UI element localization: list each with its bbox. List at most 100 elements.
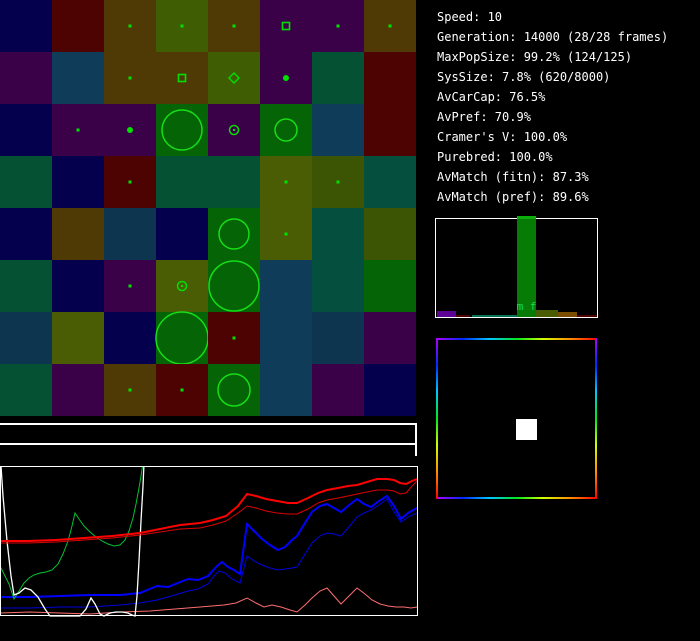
hue-border-right — [595, 338, 597, 499]
agent-ring-dot — [181, 285, 183, 287]
hue-phase-square — [436, 338, 597, 499]
chart-series-salmon — [0, 587, 418, 615]
stat-line: SysSize: 7.8% (620/8000) — [437, 70, 611, 84]
grid-cell — [0, 0, 52, 52]
agent-square-marker — [177, 73, 187, 83]
histogram-bar — [577, 315, 597, 317]
progress-track-bottom — [0, 443, 417, 445]
grid-cell — [52, 156, 104, 208]
histogram-bar — [437, 311, 456, 317]
stat-line: MaxPopSize: 99.2% (124/125) — [437, 50, 633, 64]
agent-dot — [128, 180, 132, 184]
grid-cell — [0, 364, 52, 416]
grid-cell — [260, 104, 312, 156]
agent-dot — [128, 24, 132, 28]
agent-dot-large — [127, 127, 133, 133]
grid-cell — [312, 52, 364, 104]
agent-dot — [388, 24, 392, 28]
agent-dot — [128, 76, 132, 80]
population-circle — [217, 373, 251, 407]
chart-series-green — [0, 466, 144, 601]
agent-ring-dot — [233, 129, 235, 131]
grid-cell — [260, 364, 312, 416]
grid-cell — [0, 52, 52, 104]
stat-line: AvMatch (pref): 89.6% — [437, 190, 589, 204]
grid-cell — [364, 156, 416, 208]
grid-cell — [0, 312, 52, 364]
agent-dot — [284, 180, 288, 184]
agent-diamond-marker — [228, 72, 240, 84]
stat-line: Cramer's V: 100.0% — [437, 130, 568, 144]
stats-panel: Speed: 10 Generation: 14000 (28/28 frames… — [437, 7, 668, 207]
grid-cell — [52, 312, 104, 364]
grid-cell — [260, 0, 312, 52]
grid-cell — [52, 364, 104, 416]
grid-cell — [364, 312, 416, 364]
hue-border-top — [436, 338, 597, 340]
grid-cell — [312, 260, 364, 312]
hue-border-bottom — [436, 497, 597, 499]
agent-marker — [516, 419, 537, 440]
stat-line: AvMatch (fitn): 87.3% — [437, 170, 589, 184]
grid-cell — [156, 52, 208, 104]
grid-cell — [156, 104, 208, 156]
histogram-bar — [456, 315, 470, 317]
histogram-bar — [472, 315, 520, 317]
agent-dot — [284, 232, 288, 236]
agent-ring-marker — [176, 280, 188, 292]
grid-cell — [364, 52, 416, 104]
hue-histogram: m f — [435, 216, 598, 318]
stat-line: AvPref: 70.9% — [437, 110, 531, 124]
agent-dot — [232, 336, 236, 340]
chart-series-white — [0, 466, 145, 617]
grid-cell — [104, 208, 156, 260]
agent-dot — [76, 128, 80, 132]
grid-cell — [208, 52, 260, 104]
grid-cell — [0, 260, 52, 312]
stat-line: Purebred: 100.0% — [437, 150, 553, 164]
agent-dot — [180, 24, 184, 28]
grid-cell — [104, 312, 156, 364]
grid-cell — [312, 312, 364, 364]
chart-series-blue-lower — [0, 498, 418, 609]
grid-cell — [208, 156, 260, 208]
mf-label: m f — [516, 300, 537, 313]
grid-cell — [0, 104, 52, 156]
grid-cell — [208, 364, 260, 416]
grid-cell — [364, 208, 416, 260]
histogram-bar — [536, 310, 558, 317]
grid-cell — [52, 260, 104, 312]
stat-line: Generation: 14000 (28/28 frames) — [437, 30, 669, 44]
chart-frame — [0, 466, 418, 616]
population-circle — [218, 218, 250, 250]
grid-cell — [156, 312, 208, 364]
agent-dot — [336, 180, 340, 184]
population-circle — [274, 118, 298, 142]
grid-cell — [312, 208, 364, 260]
histogram-bar — [517, 216, 536, 317]
chart-series-red-upper — [0, 478, 418, 542]
grid-cell — [156, 208, 208, 260]
grid-cell — [52, 208, 104, 260]
agent-dot — [128, 388, 132, 392]
grid-cell — [364, 260, 416, 312]
agent-dot-large — [283, 75, 289, 81]
agent-dot — [336, 24, 340, 28]
agent-square-marker — [281, 21, 291, 31]
population-circle — [161, 109, 203, 151]
grid-cell — [260, 260, 312, 312]
agent-ring-marker — [228, 124, 240, 136]
stat-line: AvCarCap: 76.5% — [437, 90, 546, 104]
grid-cell — [312, 364, 364, 416]
grid-cell — [364, 364, 416, 416]
agent-dot — [180, 388, 184, 392]
grid-cell — [52, 0, 104, 52]
population-circle — [208, 260, 260, 312]
agent-dot — [232, 24, 236, 28]
progress-marker — [415, 423, 417, 456]
world-grid-canvas — [0, 0, 416, 416]
grid-cell — [156, 156, 208, 208]
grid-cell — [52, 52, 104, 104]
histogram-bar — [558, 312, 577, 317]
